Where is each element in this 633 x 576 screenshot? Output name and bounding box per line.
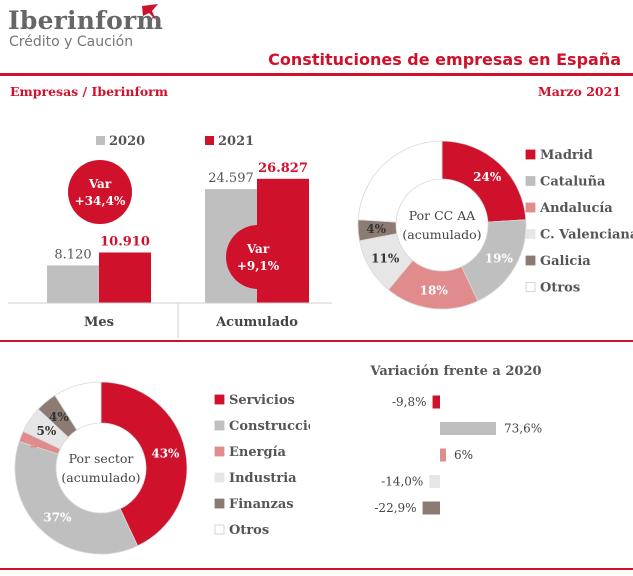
sector-legend-label-Construcción: Construcción	[229, 419, 310, 434]
brand-subtitle: Crédito y Caución	[9, 34, 134, 50]
bar-value-label: 26.827	[258, 161, 308, 176]
bar-Mes-2021	[99, 252, 151, 303]
region-slice-label: 11%	[371, 252, 400, 266]
sector-slice-label: 5%	[37, 424, 57, 438]
legend-swatch-2021	[205, 136, 214, 145]
companies-bar-chart: 2020 2021 8.120 10.910 Mes 24.597 26.827 Acumul…	[8, 134, 332, 338]
region-slice-label: 24%	[473, 170, 502, 184]
variation-bar-Servicios	[432, 395, 440, 409]
variation-bar-Industria	[429, 475, 440, 488]
sector-slice-label: 4%	[49, 410, 69, 424]
sector-slice-label: 37%	[43, 511, 72, 525]
region-legend-label-Otros: Otros	[540, 281, 580, 296]
variation-value-label: 6%	[454, 448, 473, 462]
bar-value-label: 24.597	[208, 171, 254, 186]
region-donut-chart: 24% 19% 18% 11% 4% Por CC AA (acumulado) Madrid…	[357, 140, 633, 310]
sector-slice-Construcción	[14, 440, 139, 555]
sector-legend-label-Industria: Industria	[229, 471, 297, 486]
variation-bar-Finanzas	[422, 501, 440, 515]
variation-value-label: -14,0%	[381, 475, 423, 489]
region-hole	[397, 180, 487, 270]
region-slice-Otros	[357, 140, 443, 223]
variation-badge-Acumulado	[226, 225, 290, 289]
sector-slice-Servicios	[100, 381, 188, 547]
footer-divider	[0, 568, 633, 570]
sector-legend-swatch-Energía	[214, 446, 225, 457]
legend-swatch-2020	[96, 136, 105, 145]
sector-center-label: Por sector	[69, 451, 134, 466]
variation-badge-title: Var	[88, 177, 112, 191]
region-legend-label-Madrid: Madrid	[540, 148, 593, 163]
region-slice-label: 4%	[366, 222, 386, 236]
sector-legend-swatch-Industria	[214, 472, 225, 483]
sector-legend-label-Servicios: Servicios	[229, 393, 295, 408]
sector-center-sublabel: (acumulado)	[61, 470, 140, 485]
variation-badge-value: +9,1%	[237, 259, 280, 273]
region-legend-swatch-C. Valenciana	[525, 229, 536, 239]
sector-legend-label-Energía: Energía	[229, 445, 287, 460]
bar-Mes-2020	[47, 265, 99, 303]
section-divider	[0, 340, 633, 342]
sector-hole	[57, 424, 145, 512]
brand-logo: Iberinform	[8, 6, 163, 35]
sector-legend-label-Otros: Otros	[229, 523, 269, 538]
region-legend-swatch-Otros	[525, 282, 536, 292]
date-label: Marzo 2021	[537, 84, 621, 99]
bar-value-label: 10.910	[100, 234, 150, 249]
category-label-Mes: Mes	[84, 315, 114, 330]
sector-legend-swatch-Servicios	[214, 394, 225, 405]
variation-badge-value: +34,4%	[75, 194, 126, 208]
region-center-label: Por CC AA	[409, 208, 477, 223]
header-divider	[0, 73, 633, 76]
sector-legend-label-Finanzas: Finanzas	[229, 497, 294, 512]
sector-legend-swatch-Construcción	[214, 420, 225, 431]
legend-label-2021: 2021	[218, 134, 254, 149]
region-legend-swatch-Andalucía	[525, 202, 536, 213]
variation-badge-Mes	[68, 160, 132, 224]
source-label: Empresas / Iberinform	[10, 84, 168, 99]
variation-badge-title: Var	[246, 242, 270, 256]
variation-value-label: -22,9%	[374, 501, 416, 515]
legend-label-2020: 2020	[109, 134, 145, 149]
sector-legend-swatch-Otros	[214, 524, 225, 535]
region-slice-label: 18%	[420, 283, 449, 297]
variation-bar-Construcción	[440, 422, 496, 435]
region-legend-label-Cataluña: Cataluña	[540, 175, 606, 190]
region-legend-label-C. Valenciana: C. Valenciana	[540, 228, 633, 243]
sector-slice-Otros	[54, 381, 102, 431]
logo-arrow-icon	[142, 4, 158, 20]
region-slice-label: 19%	[485, 252, 514, 266]
region-legend-label-Andalucía: Andalucía	[539, 201, 613, 216]
region-legend-swatch-Galicia	[525, 255, 536, 266]
page-title: Constituciones de empresas en España	[268, 50, 621, 69]
region-center-sublabel: (acumulado)	[402, 227, 481, 242]
region-legend-label-Galicia: Galicia	[540, 254, 591, 269]
category-label-Acumulado: Acumulado	[215, 315, 298, 330]
variation-value-label: -9,8%	[392, 395, 427, 409]
bar-value-label: 8.120	[54, 247, 91, 262]
region-legend-swatch-Madrid	[525, 149, 536, 160]
region-legend-swatch-Cataluña	[525, 176, 536, 186]
variation-bar-Energía	[440, 448, 446, 462]
sector-legend-swatch-Finanzas	[214, 498, 225, 509]
variation-value-label: 73,6%	[504, 422, 542, 436]
variation-bar-chart: Variación frente a 2020 -9,8% 73,6% 6% -14,0…	[369, 364, 542, 515]
sector-donut-chart: 43%37%2%5%4%Por sector(acumulado)Servici…	[14, 381, 310, 555]
sector-slice-label: 43%	[151, 447, 180, 461]
variation-title: Variación frente a 2020	[369, 364, 541, 379]
